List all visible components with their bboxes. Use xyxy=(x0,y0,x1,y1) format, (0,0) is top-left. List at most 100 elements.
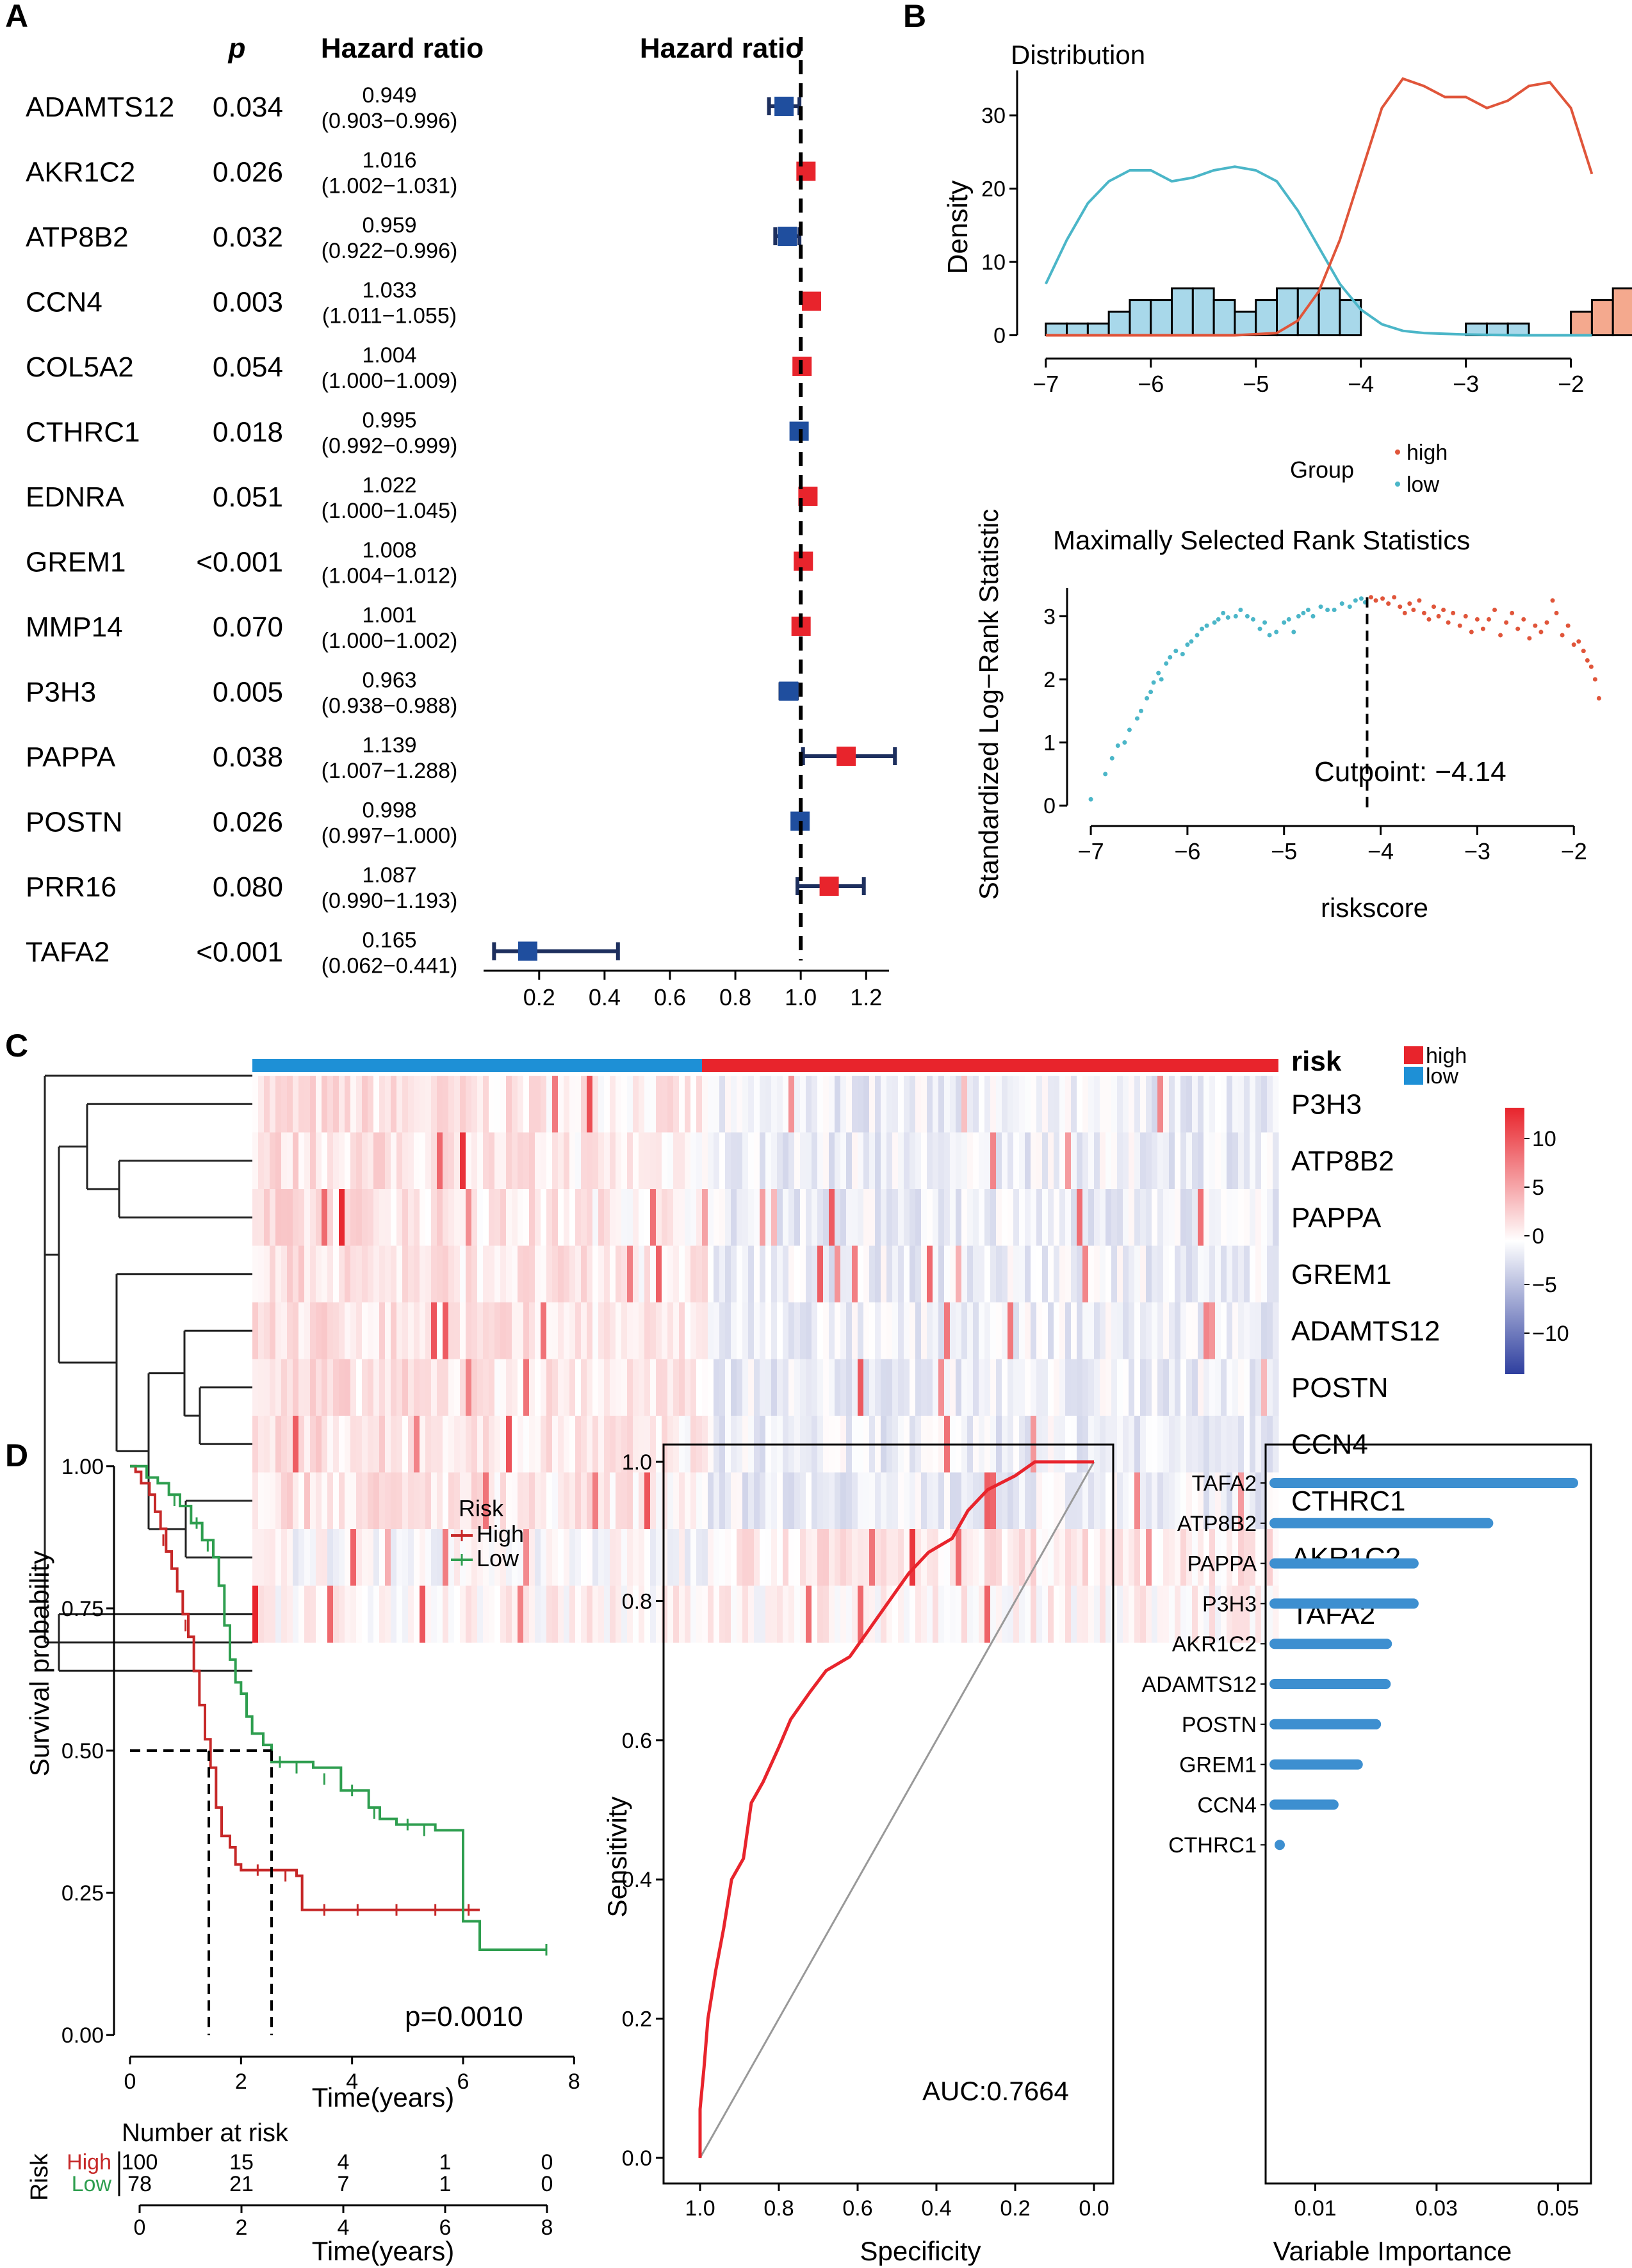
heatmap-cell xyxy=(719,1302,726,1360)
heatmap-cell xyxy=(1244,1585,1250,1643)
heatmap-cell xyxy=(1100,1585,1106,1643)
heatmap-cell xyxy=(915,1076,922,1133)
heatmap-cell xyxy=(1071,1472,1077,1530)
heatmap-cell xyxy=(322,1132,328,1190)
heatmap-cell xyxy=(938,1359,945,1416)
heatmap-cell xyxy=(483,1245,489,1303)
heatmap-cell xyxy=(1180,1585,1187,1643)
heatmap-cell xyxy=(1071,1359,1077,1416)
heatmap-cell xyxy=(535,1076,541,1133)
heatmap-cell xyxy=(737,1302,743,1360)
point-low xyxy=(1139,708,1144,713)
heatmap-cell xyxy=(621,1076,628,1133)
heatmap-cell xyxy=(1163,1245,1170,1303)
heatmap-cell xyxy=(933,1359,939,1416)
heatmap-cell xyxy=(690,1245,697,1303)
plot-frame xyxy=(662,1443,1114,2185)
heatmap-cell xyxy=(1157,1189,1164,1247)
heatmap-cell xyxy=(477,1585,484,1643)
panel-label-d: D xyxy=(5,1438,28,1473)
heatmap-cell xyxy=(1048,1472,1054,1530)
heatmap-cell xyxy=(558,1416,564,1473)
heatmap-cell xyxy=(898,1302,904,1360)
heatmap-cell xyxy=(610,1529,616,1587)
heatmap-cell xyxy=(616,1529,622,1587)
heatmap-cell xyxy=(379,1529,386,1587)
heatmap-cell xyxy=(840,1529,847,1587)
heatmap-cell xyxy=(454,1189,461,1247)
heatmap-cell xyxy=(990,1359,997,1416)
heatmap-cell xyxy=(1117,1416,1123,1473)
risk-legend-low: Low xyxy=(477,1545,519,1571)
importance-label: POSTN xyxy=(1182,1713,1257,1737)
heatmap-cell xyxy=(1094,1132,1100,1190)
heatmap-cell xyxy=(933,1302,939,1360)
heatmap-cell xyxy=(304,1359,311,1416)
p-value: 0.026 xyxy=(213,157,283,188)
heatmap-cell xyxy=(886,1189,893,1247)
heatmap-cell xyxy=(1140,1585,1146,1643)
heatmap-cell xyxy=(886,1472,893,1530)
heatmap-cell xyxy=(1227,1585,1233,1643)
point-high xyxy=(1533,623,1538,628)
heatmap-cell xyxy=(252,1132,259,1190)
heatmap-cell xyxy=(592,1132,599,1190)
heatmap-cell xyxy=(1232,1529,1239,1587)
heatmap-cell xyxy=(788,1245,795,1303)
heatmap-cell xyxy=(1261,1529,1268,1587)
heatmap-cell xyxy=(1221,1472,1227,1530)
heatmap-cell xyxy=(1267,1529,1273,1587)
heatmap-cell xyxy=(275,1359,282,1416)
heatmap-cell xyxy=(460,1302,466,1360)
heatmap-cell xyxy=(662,1245,668,1303)
heatmap-cell xyxy=(1082,1245,1089,1303)
heatmap-cell xyxy=(708,1245,714,1303)
heatmap-cell xyxy=(737,1359,743,1416)
heatmap-cell xyxy=(881,1359,887,1416)
heatmap-cell xyxy=(984,1359,991,1416)
x-tick-label: 1.2 xyxy=(850,984,882,1010)
point-low xyxy=(1325,608,1330,613)
hr-point xyxy=(774,97,794,116)
heatmap-cell xyxy=(702,1245,708,1303)
heatmap-cell xyxy=(1204,1302,1210,1360)
gene-label: P3H3 xyxy=(26,677,96,708)
heatmap-cell xyxy=(938,1245,945,1303)
heatmap-cell xyxy=(1169,1529,1175,1587)
point-low xyxy=(1318,604,1323,610)
risk-count: 1 xyxy=(439,2150,452,2175)
heatmap-cell xyxy=(1204,1132,1210,1190)
hr-value: 1.004 xyxy=(362,343,416,368)
heatmap-cell xyxy=(858,1529,864,1587)
heatmap-cell xyxy=(1232,1416,1239,1473)
heatmap-cell xyxy=(702,1132,708,1190)
heatmap-cell xyxy=(1175,1529,1181,1587)
heatmap-cell xyxy=(633,1529,639,1587)
point-high xyxy=(1576,639,1581,644)
heatmap-cell xyxy=(771,1189,778,1247)
heatmap-cell xyxy=(1157,1472,1164,1530)
survival-pvalue: p=0.0010 xyxy=(405,2001,523,2032)
histogram-bar-low xyxy=(1150,299,1173,337)
heatmap-cell xyxy=(483,1359,489,1416)
heatmap-cell xyxy=(1146,1245,1152,1303)
point-high xyxy=(1538,629,1544,635)
heatmap-cell xyxy=(852,1132,858,1190)
heatmap-cell xyxy=(396,1076,403,1133)
point-low xyxy=(1305,608,1310,613)
heatmap-cell xyxy=(575,1472,582,1530)
heatmap-cell xyxy=(281,1585,288,1643)
point-high xyxy=(1550,598,1555,603)
heatmap-cell xyxy=(414,1359,420,1416)
heatmap-cell xyxy=(777,1302,783,1360)
heatmap-cell xyxy=(754,1302,760,1360)
heatmap-cell xyxy=(725,1359,731,1416)
heatmap-cell xyxy=(316,1359,322,1416)
heatmap-cell xyxy=(454,1245,461,1303)
heatmap-cell xyxy=(996,1472,1002,1530)
heatmap-cell xyxy=(546,1585,553,1643)
p-value: <0.001 xyxy=(196,547,283,578)
heatmap-cell xyxy=(414,1189,420,1247)
heatmap-cell xyxy=(575,1585,582,1643)
heatmap-cell xyxy=(1169,1189,1175,1247)
